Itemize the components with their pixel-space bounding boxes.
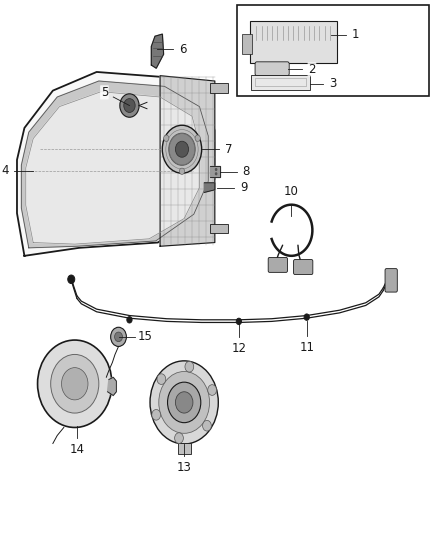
Bar: [242, 35, 252, 54]
Circle shape: [185, 361, 194, 372]
Bar: [177, 443, 191, 454]
Polygon shape: [26, 92, 199, 244]
Circle shape: [61, 368, 88, 400]
FancyBboxPatch shape: [293, 260, 313, 274]
Text: 7: 7: [225, 143, 233, 156]
Polygon shape: [21, 81, 208, 248]
Circle shape: [150, 361, 218, 444]
Text: 2: 2: [308, 63, 316, 76]
Text: 12: 12: [231, 342, 246, 355]
Ellipse shape: [38, 340, 112, 427]
FancyBboxPatch shape: [268, 257, 287, 272]
Text: 8: 8: [243, 165, 250, 178]
Circle shape: [203, 421, 212, 431]
Bar: [237, 5, 429, 96]
Text: 10: 10: [284, 185, 299, 198]
Circle shape: [236, 318, 241, 325]
Circle shape: [157, 374, 166, 384]
Circle shape: [111, 327, 127, 346]
Circle shape: [164, 135, 169, 141]
Circle shape: [179, 168, 184, 174]
Circle shape: [304, 314, 309, 320]
Polygon shape: [210, 166, 220, 177]
Circle shape: [162, 125, 201, 173]
Circle shape: [124, 99, 135, 112]
FancyBboxPatch shape: [250, 21, 337, 63]
Polygon shape: [160, 76, 215, 246]
Circle shape: [159, 372, 209, 433]
Circle shape: [195, 135, 200, 141]
Text: 5: 5: [101, 86, 108, 99]
Bar: [209, 224, 228, 233]
Text: 15: 15: [138, 330, 152, 343]
Circle shape: [175, 392, 193, 413]
Text: 6: 6: [179, 43, 187, 55]
Ellipse shape: [51, 354, 99, 413]
Circle shape: [115, 332, 123, 342]
Circle shape: [175, 141, 188, 157]
Text: 13: 13: [177, 461, 191, 474]
Text: 3: 3: [329, 77, 337, 90]
Text: 9: 9: [240, 181, 248, 194]
Polygon shape: [108, 377, 117, 395]
Text: 1: 1: [352, 28, 360, 41]
FancyBboxPatch shape: [251, 75, 310, 90]
Circle shape: [208, 385, 216, 395]
Text: 14: 14: [70, 443, 85, 456]
FancyBboxPatch shape: [255, 62, 289, 76]
Circle shape: [169, 133, 195, 165]
Polygon shape: [204, 183, 215, 192]
Circle shape: [152, 409, 161, 420]
Circle shape: [215, 168, 217, 171]
Circle shape: [175, 433, 184, 443]
FancyBboxPatch shape: [385, 269, 397, 292]
Bar: [209, 83, 228, 93]
Circle shape: [168, 382, 201, 423]
Circle shape: [215, 172, 217, 175]
Circle shape: [127, 317, 132, 323]
Polygon shape: [152, 34, 164, 68]
Text: 11: 11: [299, 341, 314, 354]
Circle shape: [68, 275, 75, 284]
Text: 4: 4: [1, 164, 8, 177]
Circle shape: [120, 94, 139, 117]
Polygon shape: [17, 72, 215, 256]
